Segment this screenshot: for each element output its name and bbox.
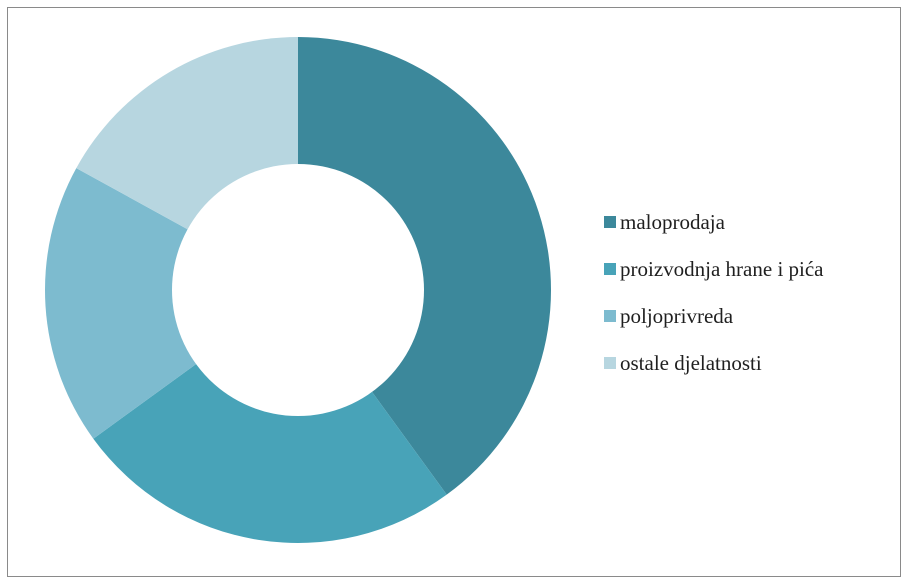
legend-label: ostale djelatnosti bbox=[620, 350, 762, 375]
legend-item: poljoprivreda bbox=[604, 299, 894, 333]
donut-hole bbox=[172, 164, 424, 416]
chart-legend: maloprodaja proizvodnja hrane i pića pol… bbox=[604, 205, 894, 393]
donut-slice-maloprodaja bbox=[298, 37, 552, 495]
legend-swatch-ostale bbox=[604, 357, 616, 369]
legend-swatch-maloprodaja bbox=[604, 216, 616, 228]
legend-item: ostale djelatnosti bbox=[604, 346, 894, 380]
legend-item: proizvodnja hrane i pića bbox=[604, 252, 894, 286]
legend-item: maloprodaja bbox=[604, 205, 894, 239]
donut-slice-proizvodnja-hrane-i-pića bbox=[93, 290, 447, 543]
legend-swatch-poljoprivreda bbox=[604, 310, 616, 322]
legend-label: maloprodaja bbox=[620, 209, 725, 234]
legend-label: poljoprivreda bbox=[620, 303, 734, 328]
legend-swatch-proizvodnja bbox=[604, 263, 616, 275]
donut-chart bbox=[45, 37, 552, 543]
donut-slice-poljoprivreda bbox=[45, 168, 299, 439]
legend-label: proizvodnja hrane i pića bbox=[620, 256, 824, 281]
